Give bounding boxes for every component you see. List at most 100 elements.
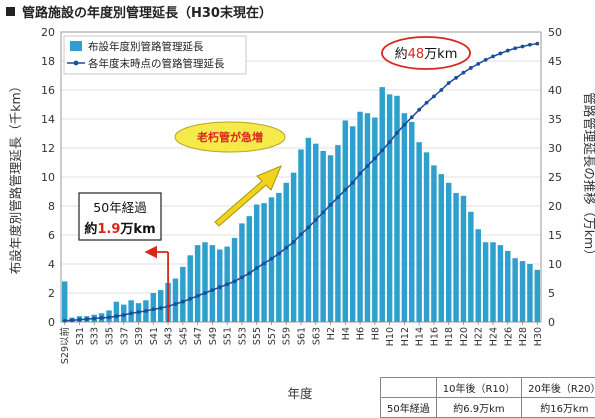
- line-point: [174, 302, 178, 306]
- left-tick-label: 10: [41, 171, 55, 184]
- right-tick-label: 25: [548, 171, 562, 184]
- bar: [283, 183, 288, 322]
- bar: [416, 142, 421, 322]
- line-point: [314, 218, 318, 222]
- bar: [409, 122, 414, 322]
- line-point: [432, 94, 436, 98]
- line-point: [137, 310, 141, 314]
- line-point: [454, 76, 458, 80]
- bar: [483, 242, 488, 322]
- bar: [461, 196, 466, 322]
- bar: [180, 267, 185, 322]
- x-tick-label: H28: [518, 327, 529, 346]
- legend: 布設年度別管路管理延長 各年度末時点の管路管理延長: [64, 36, 246, 74]
- bar: [343, 120, 348, 322]
- line-point: [425, 101, 429, 105]
- fifty-year-line2: 約1.9万km: [84, 221, 155, 237]
- bar: [210, 245, 215, 322]
- line-point: [210, 288, 214, 292]
- line-point: [321, 210, 325, 214]
- line-point: [92, 317, 96, 321]
- line-point: [129, 311, 133, 315]
- forecast-table-header-cell: [381, 378, 437, 398]
- x-tick-label: H24: [489, 327, 500, 346]
- left-tick-label: 16: [41, 84, 55, 97]
- left-tick-label: 18: [41, 55, 55, 68]
- forecast-table: 10年後（R10） 20年後（R20） 50年経過 約6.9万km 約16万km: [380, 377, 595, 418]
- fifty-year-callout: 50年経過 約1.9万km: [79, 193, 161, 240]
- x-tick-label: S43: [164, 327, 175, 345]
- x-tick-label: S31: [75, 327, 86, 345]
- peak-callout-text: 約48万km: [395, 47, 458, 62]
- left-tick-label: 2: [48, 287, 55, 300]
- x-tick-label: H14: [415, 327, 426, 346]
- right-tick-label: 40: [548, 84, 562, 97]
- line-point: [388, 140, 392, 144]
- line-point: [299, 233, 303, 237]
- bar: [372, 118, 377, 322]
- forecast-table-row: 50年経過 約6.9万km 約16万km: [381, 398, 595, 418]
- legend-line-marker: [74, 61, 79, 66]
- bar: [239, 223, 244, 322]
- line-point: [262, 262, 266, 266]
- right-tick-label: 50: [548, 26, 562, 39]
- left-tick-label: 20: [41, 26, 55, 39]
- x-tick-label: H12: [400, 327, 411, 346]
- x-tick-label: S57: [267, 327, 278, 345]
- bar: [505, 251, 510, 322]
- line-point: [484, 58, 488, 62]
- x-tick-label: S47: [193, 327, 204, 345]
- x-tick-label: S45: [178, 327, 189, 345]
- legend-bar-label: 布設年度別管路管理延長: [88, 40, 204, 53]
- x-tick-label: H16: [429, 327, 440, 346]
- line-point: [292, 240, 296, 244]
- x-tick-label: H8: [370, 327, 381, 340]
- bar: [62, 281, 67, 322]
- x-tick-label: H10: [385, 327, 396, 346]
- line-point: [358, 172, 362, 176]
- x-tick-label: H2: [326, 327, 337, 340]
- x-tick-label: S55: [252, 327, 263, 345]
- line-point: [439, 88, 443, 92]
- x-tick-label: H30: [533, 327, 544, 346]
- bar: [379, 87, 384, 322]
- bar: [254, 205, 259, 322]
- line-point: [277, 252, 281, 256]
- line-point: [366, 164, 370, 168]
- bar: [387, 94, 392, 322]
- line-point: [329, 203, 333, 207]
- bar: [402, 113, 407, 322]
- bar: [357, 112, 362, 322]
- bar: [439, 174, 444, 322]
- bar: [247, 216, 252, 322]
- line-point: [343, 188, 347, 192]
- bar: [320, 151, 325, 322]
- line-point: [380, 148, 384, 152]
- right-tick-label: 5: [548, 287, 555, 300]
- x-tick-label: H20: [459, 327, 470, 346]
- line-point: [270, 257, 274, 261]
- line-point: [506, 49, 510, 53]
- right-axis-label: 管路管理延長の推移（万km）: [582, 92, 595, 261]
- bar: [365, 113, 370, 322]
- right-tick-label: 30: [548, 142, 562, 155]
- right-tick-label: 20: [548, 200, 562, 213]
- right-tick-label: 10: [548, 258, 562, 271]
- x-tick-label: S53: [237, 327, 248, 345]
- bar: [158, 290, 163, 322]
- fifty-year-line1: 50年経過: [93, 200, 147, 215]
- left-axis-label: 布設年度別管路管理延長（千km）: [8, 80, 23, 274]
- bar: [195, 245, 200, 322]
- bar: [453, 193, 458, 322]
- aging-callout: 老朽管が急増: [175, 122, 285, 152]
- line-point: [225, 282, 229, 286]
- left-tick-label: 12: [41, 142, 55, 155]
- line-point: [85, 317, 89, 321]
- line-point: [462, 71, 466, 75]
- forecast-table-cell: 約6.9万km: [436, 398, 521, 418]
- line-point: [498, 52, 502, 56]
- right-tick-label: 15: [548, 229, 562, 242]
- aging-callout-text: 老朽管が急増: [196, 130, 263, 144]
